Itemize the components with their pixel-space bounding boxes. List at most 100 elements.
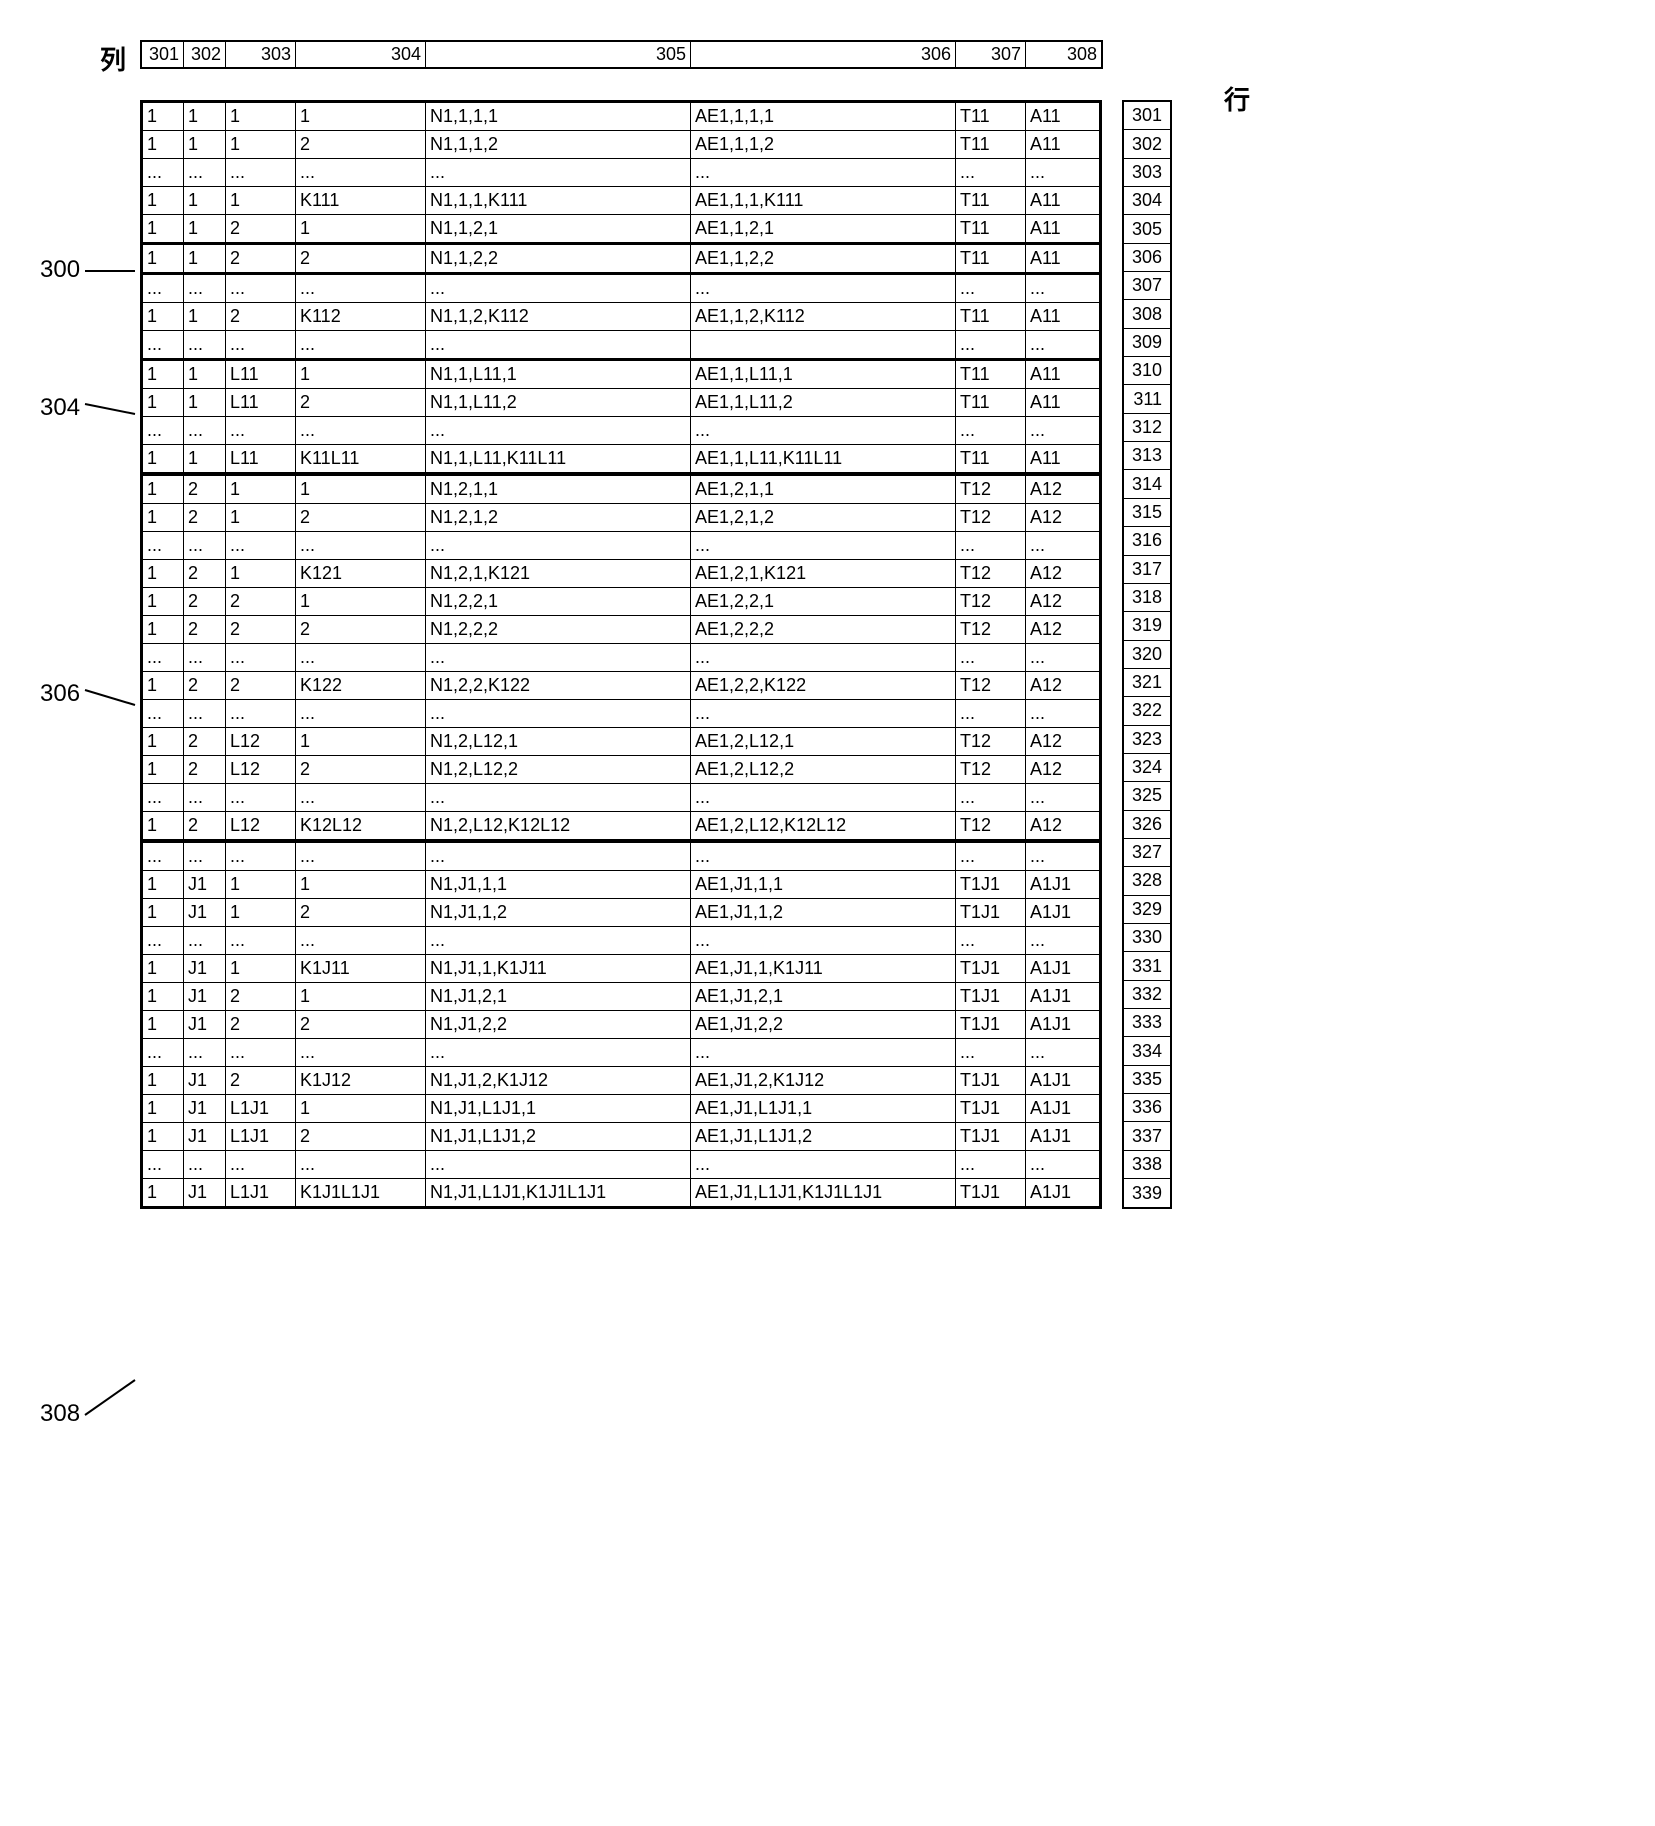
table-cell: ... <box>296 1039 426 1067</box>
table-cell: N1,2,L12,1 <box>426 728 691 756</box>
row-number-cell: 304 <box>1123 187 1171 215</box>
table-cell: J1 <box>184 1095 226 1123</box>
table-cell: AE1,2,1,K121 <box>691 560 956 588</box>
table-cell: N1,1,1,K111 <box>426 187 691 215</box>
table-cell: T1J1 <box>956 899 1026 927</box>
callout-308: 308 <box>40 1400 80 1428</box>
table-cell: ... <box>1026 532 1101 560</box>
table-cell: J1 <box>184 955 226 983</box>
row-number-cell: 312 <box>1123 413 1171 441</box>
table-cell: 1 <box>142 389 184 417</box>
row-number-cell: 322 <box>1123 697 1171 725</box>
table-cell: ... <box>142 417 184 445</box>
table-cell: A12 <box>1026 504 1101 532</box>
table-cell: 1 <box>226 187 296 215</box>
table-cell: ... <box>226 1151 296 1179</box>
table-cell: T12 <box>956 560 1026 588</box>
table-cell: ... <box>296 841 426 871</box>
table-cell: 1 <box>296 102 426 131</box>
table-cell: 1 <box>142 187 184 215</box>
table-cell: T11 <box>956 102 1026 131</box>
table-cell: N1,2,1,1 <box>426 474 691 504</box>
table-cell: ... <box>1026 644 1101 672</box>
row-number-cell: 321 <box>1123 668 1171 696</box>
table-cell: N1,2,L12,K12L12 <box>426 812 691 842</box>
table-cell: 2 <box>184 756 226 784</box>
table-cell: T11 <box>956 215 1026 244</box>
table-cell: ... <box>426 927 691 955</box>
column-header-cell: 305 <box>426 42 691 67</box>
table-cell: A11 <box>1026 244 1101 274</box>
table-cell: ... <box>142 644 184 672</box>
row-number-cell-row: 307 <box>1123 272 1171 300</box>
table-row: 1J121N1,J1,2,1AE1,J1,2,1T1J1A1J1 <box>142 983 1101 1011</box>
table-cell: ... <box>956 784 1026 812</box>
table-cell: A1J1 <box>1026 1095 1101 1123</box>
row-number-cell-row: 328 <box>1123 867 1171 895</box>
table-cell: ... <box>1026 1151 1101 1179</box>
table-cell: ... <box>691 1151 956 1179</box>
table-cell: 2 <box>296 899 426 927</box>
table-cell <box>691 331 956 360</box>
table-cell: N1,1,L11,K11L11 <box>426 445 691 475</box>
row-axis-label: 行 <box>1224 80 1250 117</box>
table-cell: T1J1 <box>956 1095 1026 1123</box>
table-cell: AE1,J1,L1J1,K1J1L1J1 <box>691 1179 956 1208</box>
table-cell: N1,1,1,1 <box>426 102 691 131</box>
table-cell: 1 <box>142 728 184 756</box>
table-cell: ... <box>226 532 296 560</box>
table-cell: A11 <box>1026 445 1101 475</box>
column-axis-label: 列 <box>100 40 126 77</box>
table-row: 1J1L1J12N1,J1,L1J1,2AE1,J1,L1J1,2T1J1A1J… <box>142 1123 1101 1151</box>
table-cell: 2 <box>184 812 226 842</box>
row-number-cell: 330 <box>1123 923 1171 951</box>
table-cell: ... <box>426 274 691 303</box>
table-cell: J1 <box>184 1067 226 1095</box>
table-row: ........................ <box>142 417 1101 445</box>
table-cell: ... <box>691 700 956 728</box>
table-cell: A12 <box>1026 474 1101 504</box>
row-number-cell-row: 324 <box>1123 753 1171 781</box>
table-cell: 1 <box>142 812 184 842</box>
table-cell: 1 <box>296 360 426 389</box>
table-cell: ... <box>1026 700 1101 728</box>
table-cell: T1J1 <box>956 1179 1026 1208</box>
table-cell: 1 <box>296 871 426 899</box>
table-cell: AE1,1,1,1 <box>691 102 956 131</box>
table-cell: 1 <box>142 360 184 389</box>
table-cell: N1,2,L12,2 <box>426 756 691 784</box>
table-cell: J1 <box>184 1179 226 1208</box>
table-row: 1J1L1J11N1,J1,L1J1,1AE1,J1,L1J1,1T1J1A1J… <box>142 1095 1101 1123</box>
table-cell: AE1,2,2,K122 <box>691 672 956 700</box>
table-cell: ... <box>691 841 956 871</box>
table-cell: 2 <box>184 616 226 644</box>
table-cell: AE1,J1,2,K1J12 <box>691 1067 956 1095</box>
table-cell: ... <box>296 417 426 445</box>
table-cell: ... <box>691 417 956 445</box>
table-cell: A11 <box>1026 187 1101 215</box>
table-cell: ... <box>956 1039 1026 1067</box>
row-number-cell-row: 326 <box>1123 810 1171 838</box>
table-cell: AE1,2,2,2 <box>691 616 956 644</box>
row-number-cell-row: 335 <box>1123 1065 1171 1093</box>
table-cell: L12 <box>226 756 296 784</box>
table-cell: 2 <box>184 474 226 504</box>
table-cell: 1 <box>142 102 184 131</box>
table-cell: 1 <box>142 1095 184 1123</box>
table-cell: ... <box>142 841 184 871</box>
table-cell: A12 <box>1026 616 1101 644</box>
callout-304-label: 304 <box>40 394 80 421</box>
table-cell: K11L11 <box>296 445 426 475</box>
table-cell: ... <box>1026 927 1101 955</box>
table-cell: A12 <box>1026 672 1101 700</box>
table-cell: 1 <box>226 560 296 588</box>
table-cell: ... <box>956 700 1026 728</box>
table-cell: ... <box>184 1039 226 1067</box>
row-number-cell-row: 319 <box>1123 612 1171 640</box>
table-row: ........................ <box>142 1151 1101 1179</box>
table-row: 1111N1,1,1,1AE1,1,1,1T11A11 <box>142 102 1101 131</box>
table-cell: T12 <box>956 504 1026 532</box>
table-cell: L1J1 <box>226 1179 296 1208</box>
row-number-cell-row: 301 <box>1123 101 1171 130</box>
table-cell: 1 <box>142 588 184 616</box>
